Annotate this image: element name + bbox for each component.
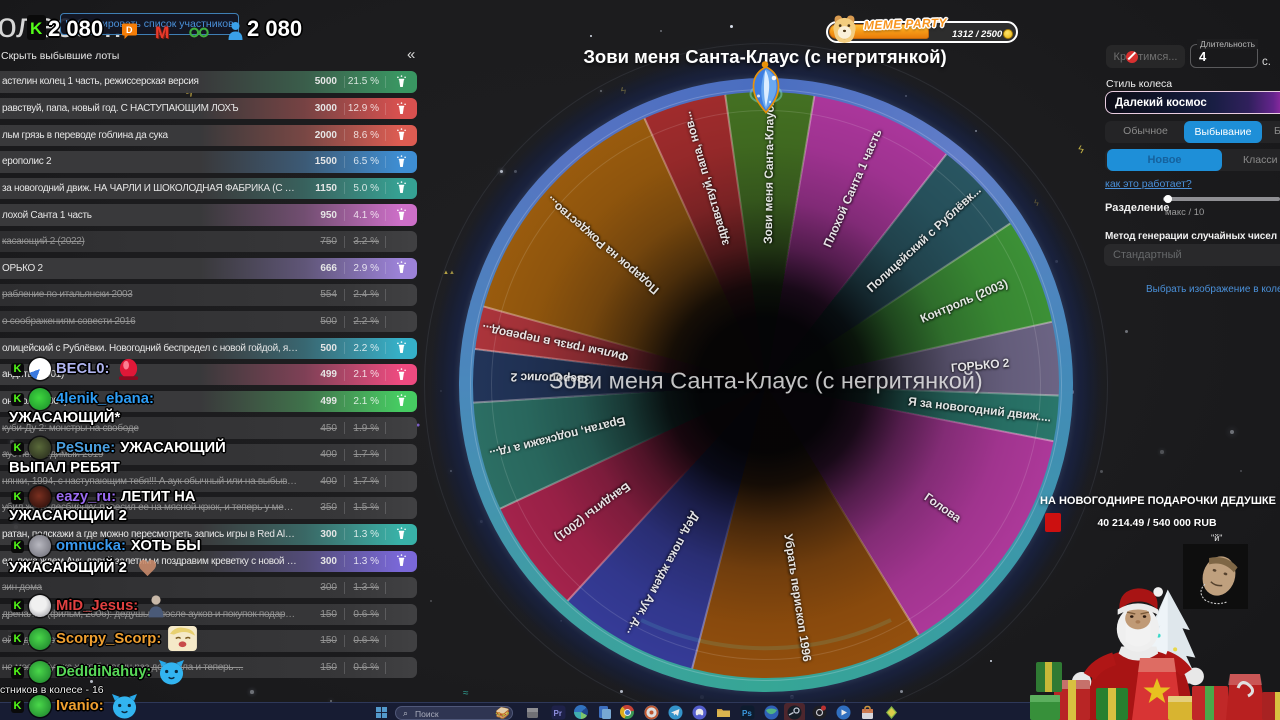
svg-text:Pr: Pr: [554, 709, 562, 718]
svg-text:Ps: Ps: [742, 709, 752, 718]
svg-text:D: D: [126, 25, 133, 35]
